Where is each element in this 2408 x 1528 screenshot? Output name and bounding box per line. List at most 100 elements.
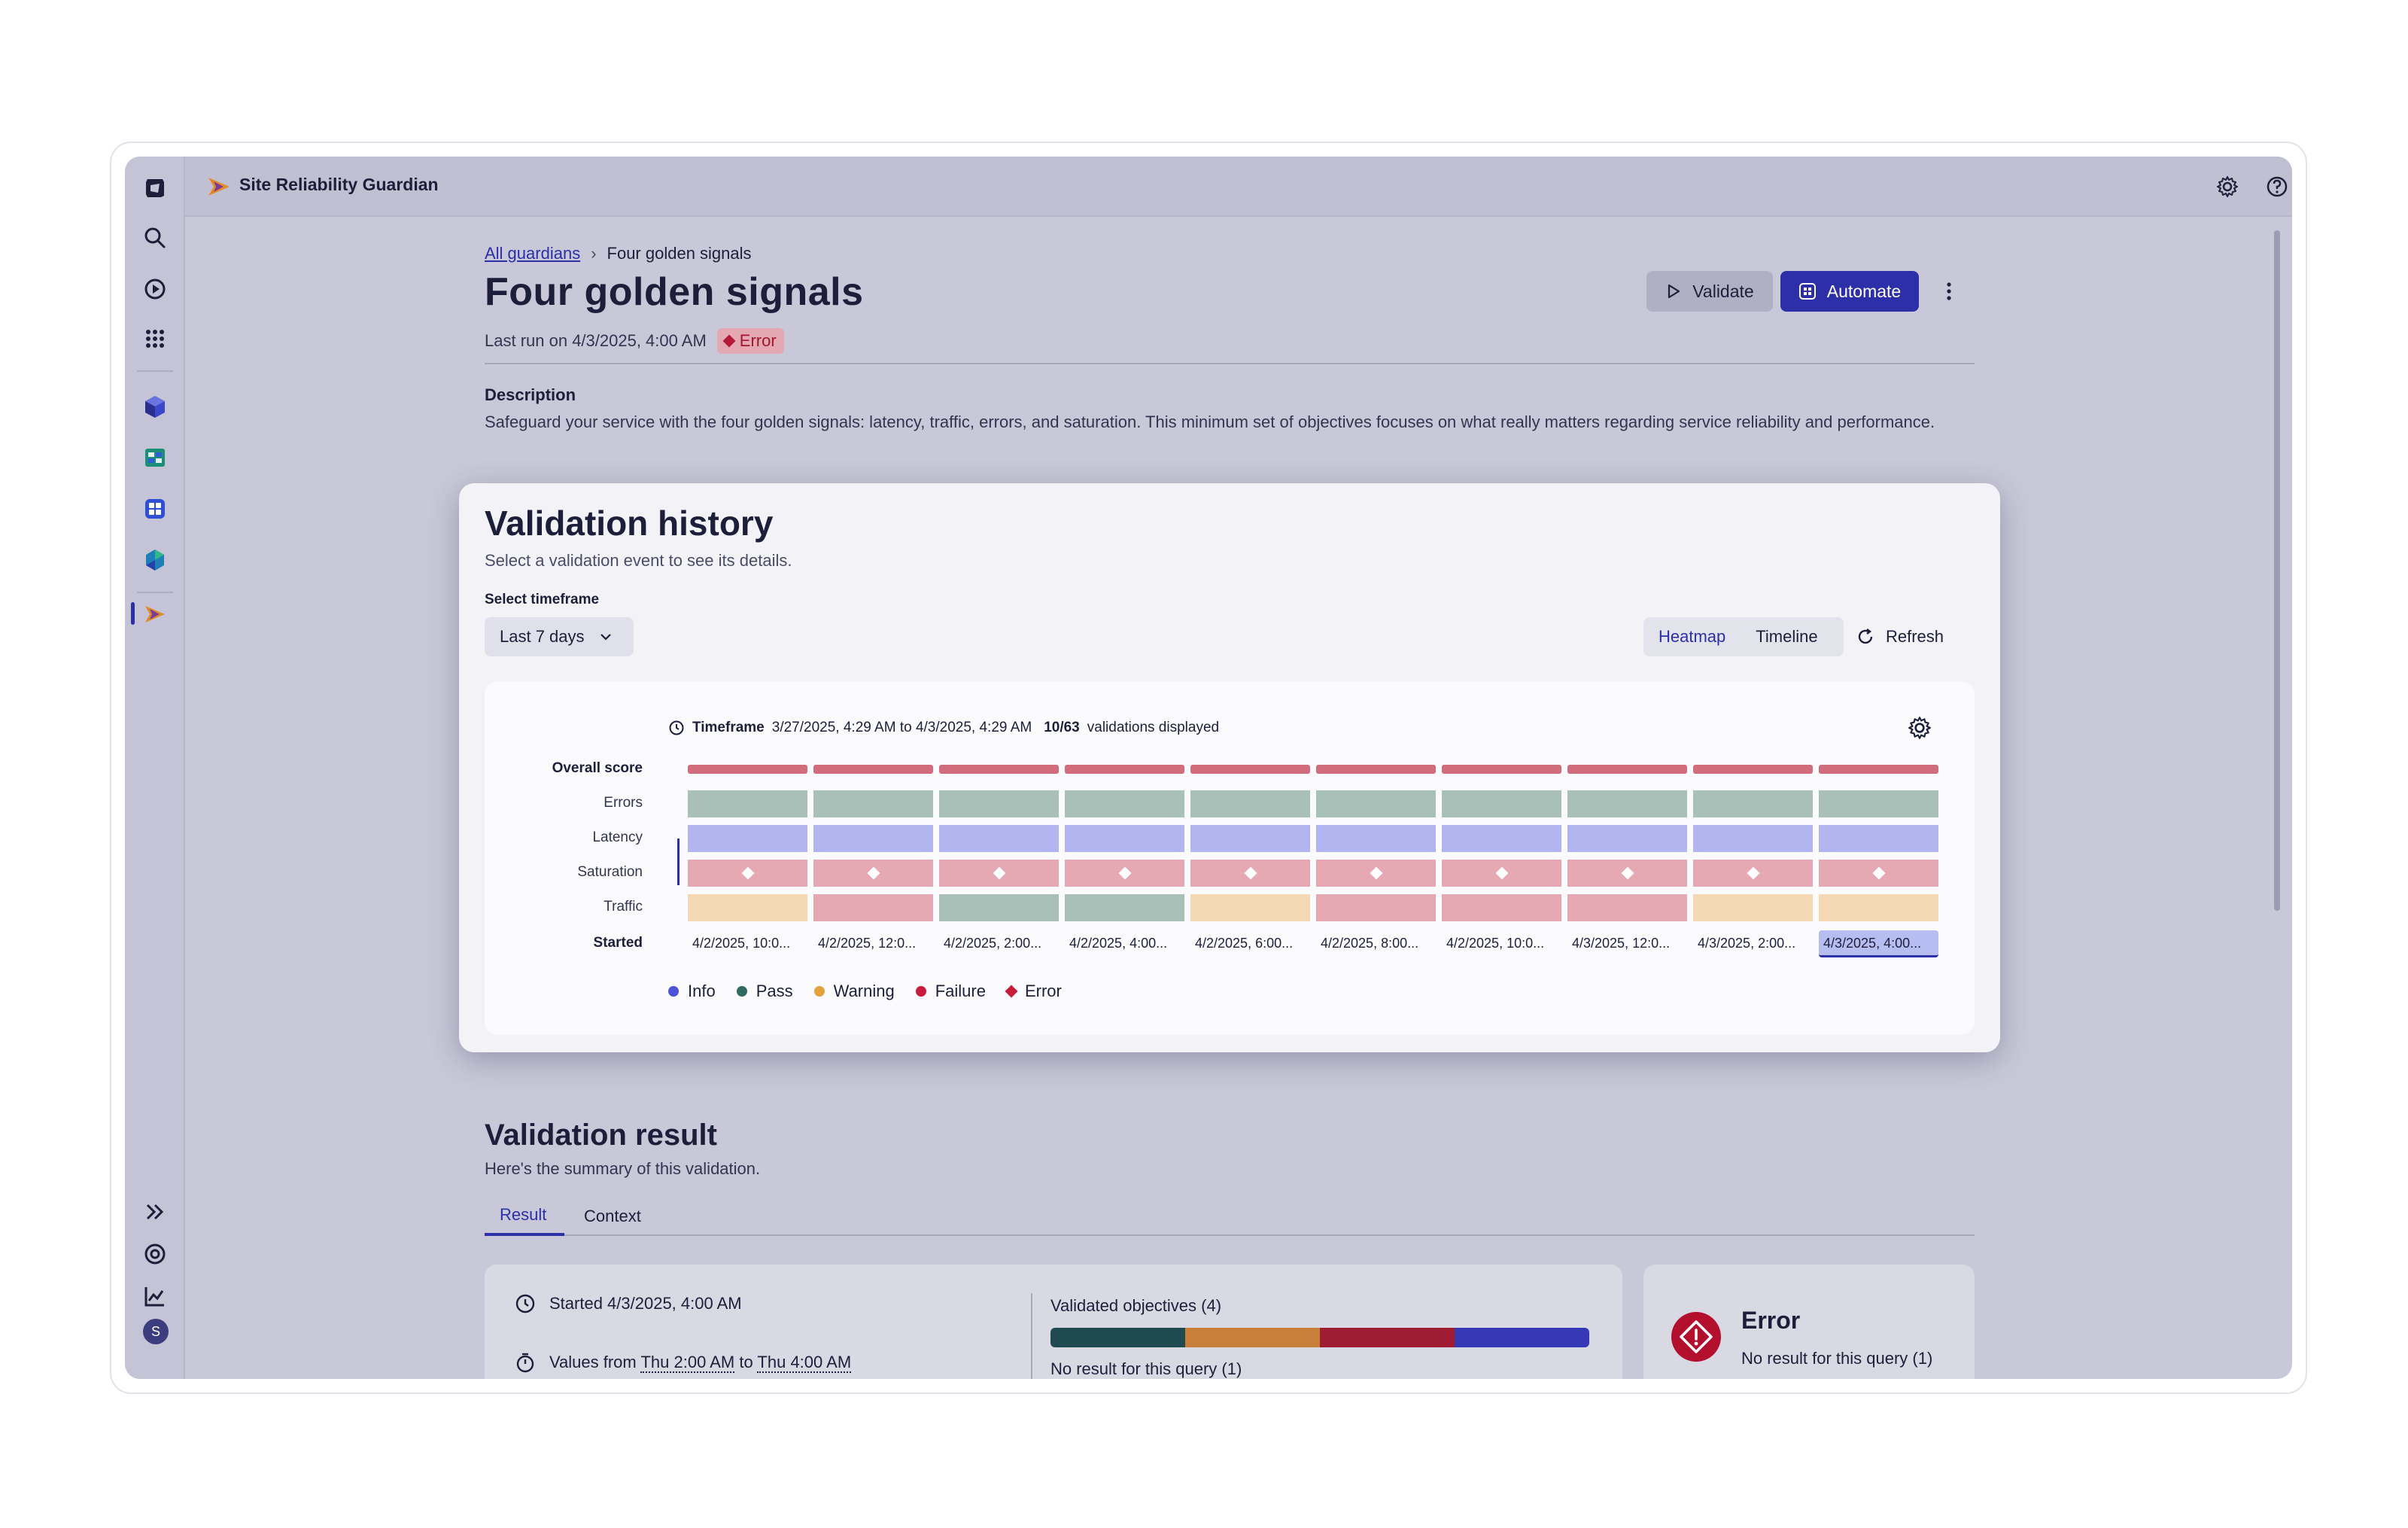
heatmap-cell[interactable] bbox=[1693, 765, 1813, 774]
automate-button[interactable]: Automate bbox=[1780, 271, 1919, 312]
tab-context[interactable]: Context bbox=[584, 1207, 641, 1225]
heatmap-cell[interactable] bbox=[1567, 825, 1687, 852]
started-time-label[interactable]: 4/2/2025, 10:0... bbox=[1446, 936, 1545, 951]
started-time-label[interactable]: 4/2/2025, 10:0... bbox=[692, 936, 791, 951]
expand-icon[interactable] bbox=[138, 1195, 172, 1228]
heatmap-cell[interactable] bbox=[939, 825, 1059, 852]
validate-button[interactable]: Validate bbox=[1646, 271, 1773, 312]
heatmap-cell[interactable] bbox=[688, 825, 807, 852]
started-time-label[interactable]: 4/2/2025, 12:0... bbox=[818, 936, 917, 951]
more-options-icon[interactable] bbox=[1934, 274, 1964, 309]
heatmap-cell[interactable] bbox=[688, 765, 807, 774]
refresh-button[interactable]: Refresh bbox=[1856, 617, 1944, 656]
spreadsheet-app-icon[interactable] bbox=[138, 441, 172, 474]
heatmap-cell[interactable] bbox=[1442, 860, 1561, 887]
heatmap-cell[interactable] bbox=[1065, 790, 1184, 817]
header-divider bbox=[485, 363, 1975, 364]
scrollbar-thumb[interactable] bbox=[2274, 230, 2280, 911]
heatmap-cell[interactable] bbox=[939, 894, 1059, 921]
breadcrumb-all-guardians[interactable]: All guardians bbox=[485, 244, 581, 263]
heatmap-cell[interactable] bbox=[688, 790, 807, 817]
scrollbar[interactable] bbox=[2274, 223, 2280, 1367]
started-time-label[interactable]: 4/3/2025, 4:00... bbox=[1819, 930, 1938, 957]
heatmap-cell[interactable] bbox=[939, 790, 1059, 817]
heatmap-cell[interactable] bbox=[1819, 790, 1938, 817]
heatmap-cell[interactable] bbox=[1190, 765, 1310, 774]
values-to-word: to bbox=[739, 1353, 753, 1371]
objective-segment[interactable] bbox=[1455, 1328, 1589, 1347]
heatmap-cell[interactable] bbox=[1693, 825, 1813, 852]
heatmap-cell[interactable] bbox=[688, 860, 807, 887]
heatmap-legend: Info Pass Warning Failure Error bbox=[668, 982, 1062, 1001]
heatmap-cell[interactable] bbox=[1316, 825, 1436, 852]
validation-count: 10/63 bbox=[1044, 720, 1080, 735]
heatmap-cell[interactable] bbox=[813, 790, 933, 817]
heatmap-cell[interactable] bbox=[1190, 894, 1310, 921]
heatmap-cell[interactable] bbox=[1819, 825, 1938, 852]
support-icon[interactable] bbox=[138, 1237, 172, 1271]
chart-icon[interactable] bbox=[138, 1280, 172, 1313]
objective-segment[interactable] bbox=[1050, 1328, 1185, 1347]
legend-dot-icon bbox=[915, 986, 926, 997]
help-icon[interactable] bbox=[2262, 172, 2292, 202]
heatmap-cell[interactable] bbox=[813, 894, 933, 921]
objective-segment[interactable] bbox=[1320, 1328, 1455, 1347]
heatmap-cell[interactable] bbox=[1190, 790, 1310, 817]
cube-app-icon[interactable] bbox=[138, 390, 172, 423]
hexagon-app-icon[interactable] bbox=[138, 543, 172, 577]
heatmap-cell[interactable] bbox=[1065, 825, 1184, 852]
heatmap-cell[interactable] bbox=[1316, 860, 1436, 887]
heatmap-cell[interactable] bbox=[1316, 790, 1436, 817]
apps-grid-icon[interactable] bbox=[138, 322, 172, 355]
heatmap-cell[interactable] bbox=[1065, 860, 1184, 887]
heatmap-cell[interactable] bbox=[1065, 894, 1184, 921]
started-time-label[interactable]: 4/2/2025, 2:00... bbox=[944, 936, 1042, 951]
heatmap-cell[interactable] bbox=[1567, 790, 1687, 817]
dashboard-app-icon[interactable] bbox=[138, 492, 172, 525]
started-time-label[interactable]: 4/2/2025, 4:00... bbox=[1069, 936, 1168, 951]
dynatrace-logo-icon[interactable] bbox=[138, 172, 172, 205]
heatmap-cell[interactable] bbox=[1442, 765, 1561, 774]
values-to[interactable]: Thu 4:00 AM bbox=[757, 1353, 852, 1373]
heatmap-cell[interactable] bbox=[813, 860, 933, 887]
values-from[interactable]: Thu 2:00 AM bbox=[640, 1353, 735, 1373]
heatmap-cell[interactable] bbox=[1316, 765, 1436, 774]
heatmap-cell[interactable] bbox=[813, 825, 933, 852]
heatmap-cell[interactable] bbox=[1693, 894, 1813, 921]
heatmap-cell[interactable] bbox=[1442, 790, 1561, 817]
heatmap-cell[interactable] bbox=[1190, 860, 1310, 887]
heatmap-cell[interactable] bbox=[1693, 790, 1813, 817]
timeline-toggle[interactable]: Timeline bbox=[1756, 627, 1818, 646]
heatmap-cell[interactable] bbox=[1693, 860, 1813, 887]
started-time-label[interactable]: 4/2/2025, 8:00... bbox=[1321, 936, 1419, 951]
heatmap-cell[interactable] bbox=[939, 860, 1059, 887]
tab-result[interactable]: Result bbox=[485, 1197, 564, 1236]
heatmap-settings-gear-icon[interactable] bbox=[1907, 715, 1932, 741]
heatmap-cell[interactable] bbox=[1567, 765, 1687, 774]
heatmap-cell[interactable] bbox=[1316, 894, 1436, 921]
timeframe-select[interactable]: Last 7 days bbox=[485, 617, 634, 656]
heatmap-cell[interactable] bbox=[1819, 860, 1938, 887]
started-time-label[interactable]: 4/3/2025, 2:00... bbox=[1698, 936, 1796, 951]
settings-gear-icon[interactable] bbox=[2212, 172, 2242, 202]
started-time-label[interactable]: 4/2/2025, 6:00... bbox=[1195, 936, 1294, 951]
guardian-app-icon[interactable] bbox=[138, 598, 172, 631]
objective-segment[interactable] bbox=[1185, 1328, 1320, 1347]
heatmap-cell[interactable] bbox=[1567, 860, 1687, 887]
heatmap-cell[interactable] bbox=[813, 765, 933, 774]
heatmap-cell[interactable] bbox=[1567, 894, 1687, 921]
play-circle-icon[interactable] bbox=[138, 272, 172, 306]
heatmap-cell[interactable] bbox=[939, 765, 1059, 774]
heatmap-cell[interactable] bbox=[688, 894, 807, 921]
avatar[interactable]: S bbox=[143, 1319, 169, 1344]
heatmap-cell[interactable] bbox=[1190, 825, 1310, 852]
heatmap-cell[interactable] bbox=[1442, 894, 1561, 921]
search-icon[interactable] bbox=[138, 221, 172, 254]
heatmap-cell[interactable] bbox=[1065, 765, 1184, 774]
heatmap-cell[interactable] bbox=[1819, 894, 1938, 921]
heatmap-toggle[interactable]: Heatmap bbox=[1659, 627, 1726, 646]
heatmap-cell[interactable] bbox=[1819, 765, 1938, 774]
started-time-label[interactable]: 4/3/2025, 12:0... bbox=[1572, 936, 1671, 951]
objectives-bar[interactable] bbox=[1050, 1328, 1589, 1347]
heatmap-cell[interactable] bbox=[1442, 825, 1561, 852]
